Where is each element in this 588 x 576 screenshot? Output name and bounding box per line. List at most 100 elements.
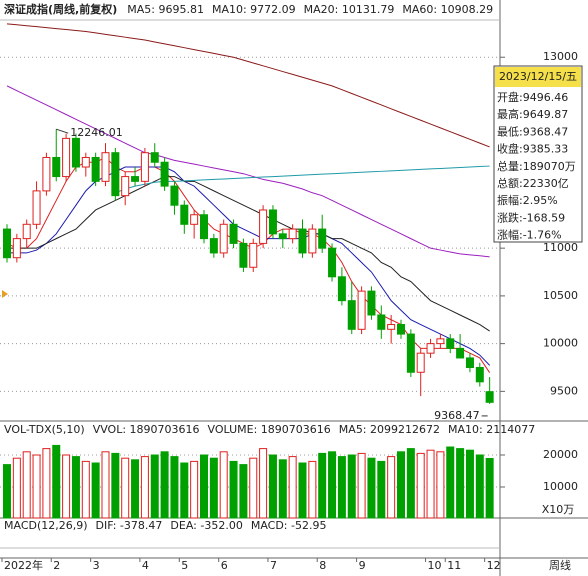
info-row: 涨跌:-168.59 — [497, 210, 565, 224]
volume-bar — [259, 448, 268, 519]
info-row: 涨幅:-1.76% — [497, 229, 562, 242]
volume-bar — [160, 451, 169, 519]
candle-body — [259, 209, 268, 244]
candle-body — [288, 228, 297, 240]
candle-body — [426, 343, 435, 354]
legend-entry: VOLUME: 1890703616 — [208, 423, 331, 436]
candle-body — [465, 357, 474, 368]
volume-bar — [81, 460, 90, 519]
y-tick-label: 13000 — [543, 50, 578, 63]
info-row: 振幅:2.95% — [497, 193, 558, 207]
candle-body — [190, 214, 199, 225]
legend-entry: MA10: 9772.09 — [212, 3, 296, 16]
legend-entry: DEA: -352.00 — [170, 519, 242, 532]
x-tick-label: 6 — [221, 559, 228, 572]
volume-bar — [249, 457, 258, 519]
legend-entry: MA5: 9695.81 — [127, 3, 204, 16]
candle-body — [456, 347, 465, 359]
candle-body — [209, 238, 218, 254]
info-panel — [493, 65, 583, 243]
candle-body — [337, 276, 346, 302]
volume-bar — [32, 454, 41, 519]
side-marker — [2, 290, 8, 298]
x-tick-label: 10 — [428, 559, 442, 572]
volume-tick-label: 10000 — [543, 480, 578, 493]
volume-bar — [3, 464, 11, 519]
candle-body — [62, 137, 71, 178]
candle-body — [131, 176, 140, 182]
info-row: 总额:22330亿 — [497, 176, 569, 190]
ma-line — [6, 23, 490, 148]
x-tick-label: 5 — [181, 559, 188, 572]
volume-bar — [239, 464, 248, 519]
volume-tick-label: 20000 — [543, 448, 578, 461]
candle-body — [180, 204, 189, 225]
x-tick-label: 3 — [93, 559, 100, 572]
candle-body — [387, 324, 396, 330]
legend-entry: MACD(12,26,9) — [4, 519, 88, 532]
volume-bar — [426, 449, 435, 519]
candle-body — [12, 238, 21, 259]
ma-line — [115, 165, 490, 194]
candle-body — [229, 223, 238, 244]
candle-body — [357, 290, 366, 330]
candle-body — [475, 366, 484, 383]
candle-body — [268, 209, 277, 235]
legend-entry: MACD: -52.95 — [251, 519, 327, 532]
high-arrow — [56, 128, 69, 134]
y-tick-label: 11000 — [543, 241, 578, 254]
volume-bar — [377, 460, 386, 519]
candle-body — [170, 185, 179, 206]
high-label: 12246.01 — [70, 126, 123, 139]
volume-bar — [357, 452, 366, 519]
volume-bar — [200, 454, 208, 519]
volume-bar — [111, 452, 120, 519]
candle-body — [278, 233, 287, 240]
info-row: 收盘:9385.33 — [497, 142, 568, 156]
candle-body — [81, 156, 90, 168]
candle-body — [160, 161, 169, 187]
legend-entry: VOL-TDX(5,10) — [4, 423, 85, 436]
volume-bar — [42, 448, 51, 519]
info-row: 总量:189070万 — [497, 159, 576, 173]
candle-body — [446, 338, 455, 349]
volume-bar — [170, 456, 179, 519]
candle-body — [416, 352, 425, 373]
volume-bar — [308, 460, 317, 519]
candle-body — [397, 324, 405, 335]
low-label: 9368.47 — [434, 409, 480, 422]
x-tick-label: 4 — [142, 559, 149, 572]
volume-bar — [180, 462, 189, 519]
candle-body — [32, 190, 41, 225]
info-row: 最低:9368.47 — [497, 125, 568, 138]
candle-body — [101, 152, 110, 182]
volume-bar — [436, 451, 445, 519]
candle-body — [111, 152, 120, 197]
period-label: 周线 — [549, 558, 571, 572]
candle-body — [140, 152, 149, 182]
candle-body — [347, 300, 356, 330]
candle-body — [22, 223, 31, 240]
x-tick-label: 2 — [53, 559, 60, 572]
candle-body — [200, 214, 208, 240]
legend-entry: DIF: -378.47 — [96, 519, 163, 532]
candle-body — [328, 247, 337, 278]
candle-body — [219, 223, 228, 254]
candle-body — [298, 228, 307, 254]
info-date-bg — [495, 67, 581, 87]
volume-bar — [190, 460, 199, 519]
volume-bar — [387, 456, 396, 519]
legend-entry: MA5: 2099212672 — [339, 423, 440, 436]
volume-bar — [337, 456, 346, 519]
volume-bar — [209, 457, 218, 519]
volume-bar — [328, 451, 337, 519]
info-date: 2023/12/15/五 — [499, 70, 577, 83]
chart-title: 深证成指(周线,前复权) — [4, 2, 117, 16]
volume-bar — [367, 457, 376, 519]
candle-body — [308, 228, 317, 254]
volume-bar — [456, 448, 465, 519]
volume-bar — [22, 451, 31, 519]
x-tick-label: 11 — [447, 559, 461, 572]
volume-bar — [121, 457, 130, 519]
ma-line — [7, 166, 491, 366]
